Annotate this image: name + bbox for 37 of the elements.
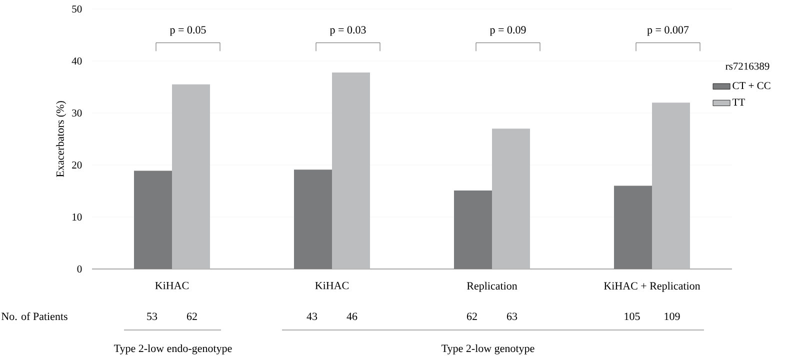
legend-label: CT + CC — [732, 82, 770, 90]
bar — [172, 84, 210, 269]
y-tick-label: 20 — [72, 161, 82, 169]
annotation: p = 0.007 — [647, 26, 689, 36]
annotation: p = 0.03 — [330, 26, 366, 36]
bar — [492, 128, 530, 269]
annotation: p = 0.09 — [490, 26, 526, 36]
text: 46 — [346, 312, 358, 320]
text: 63 — [506, 312, 518, 320]
bar — [294, 170, 332, 269]
x-tick-label: KiHAC — [155, 282, 188, 290]
bar — [332, 72, 370, 269]
text: Type 2-low genotype — [442, 344, 534, 354]
text: 109 — [664, 312, 680, 320]
legend-label: TT — [732, 98, 745, 106]
y-tick-label: 0 — [77, 265, 82, 273]
bar — [614, 186, 652, 269]
y-axis-title: Exacerbators (%) — [56, 101, 66, 178]
text: 62 — [186, 312, 197, 320]
x-tick-label: Replication — [466, 282, 518, 292]
bar — [652, 102, 690, 269]
legend-title: rs7216389 — [726, 62, 770, 70]
text: 105 — [624, 312, 640, 320]
x-tick-label: KiHAC + Replication — [604, 282, 700, 292]
bar — [134, 170, 172, 269]
x-tick-label: KiHAC — [315, 282, 348, 290]
text: 53 — [147, 312, 158, 320]
y-tick-label: 30 — [72, 109, 82, 117]
y-tick-label: 50 — [72, 5, 82, 13]
text: 43 — [306, 312, 318, 320]
text: Type 2-low endo-genotype — [114, 344, 232, 354]
text: 62 — [466, 312, 477, 320]
text: No. of Patients — [2, 312, 68, 320]
y-tick-label: 40 — [72, 57, 82, 65]
y-tick-label: 10 — [72, 213, 82, 221]
annotation: p = 0.05 — [170, 26, 206, 36]
bar — [454, 190, 492, 269]
